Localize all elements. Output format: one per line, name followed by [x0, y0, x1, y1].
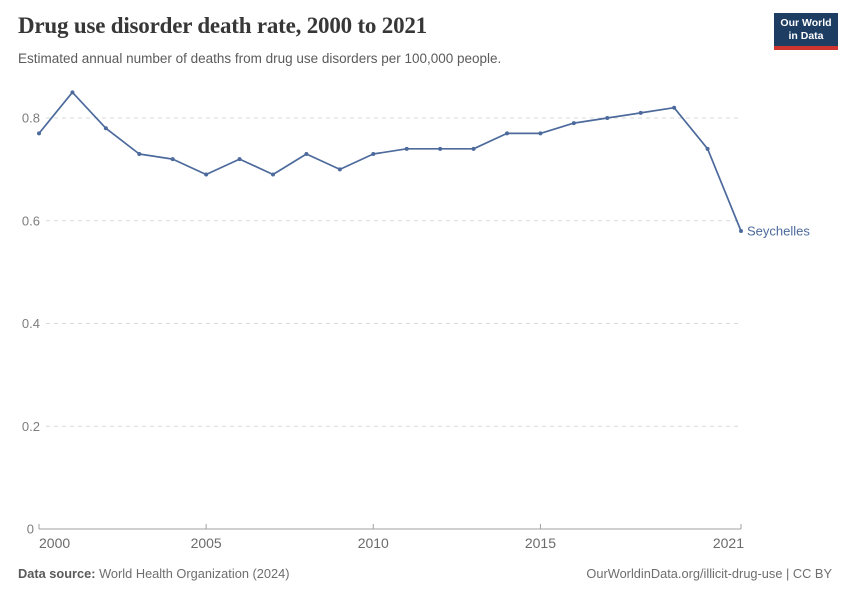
data-point[interactable] — [271, 172, 275, 177]
data-point[interactable] — [571, 121, 576, 126]
data-source-text: World Health Organization (2024) — [95, 566, 290, 581]
y-tick-label: 0 — [27, 522, 34, 537]
chart-subtitle: Estimated annual number of deaths from d… — [18, 51, 502, 66]
y-tick-label: 0.2 — [22, 419, 40, 434]
chart-footer: Data source: World Health Organization (… — [18, 566, 832, 581]
y-tick-label: 0.6 — [22, 213, 40, 228]
data-point[interactable] — [705, 146, 710, 151]
page-title: Drug use disorder death rate, 2000 to 20… — [18, 13, 427, 38]
data-point[interactable] — [638, 110, 643, 115]
data-point[interactable] — [404, 146, 409, 151]
series-line[interactable] — [38, 91, 742, 232]
owid-logo-line2: in Data — [788, 29, 824, 42]
data-point[interactable] — [70, 90, 75, 95]
data-point[interactable] — [137, 151, 142, 156]
y-tick-label: 0.4 — [22, 316, 40, 331]
data-point[interactable] — [204, 172, 209, 177]
data-point[interactable] — [37, 131, 41, 136]
x-tick-label: 2000 — [39, 535, 70, 551]
data-point[interactable] — [103, 126, 108, 131]
credit-line: OurWorldinData.org/illicit-drug-use | CC… — [586, 566, 832, 581]
data-source-label: Data source: — [18, 566, 96, 581]
y-tick-label: 0.8 — [22, 111, 40, 126]
data-point[interactable] — [371, 151, 376, 156]
data-point[interactable] — [505, 131, 509, 136]
data-point[interactable] — [237, 157, 242, 162]
owid-logo-line1: Our World — [780, 17, 832, 29]
x-tick-label: 2015 — [525, 535, 556, 551]
x-tick-label: 2010 — [358, 535, 389, 551]
data-point[interactable] — [304, 151, 309, 156]
data-point[interactable] — [471, 146, 476, 151]
data-point[interactable] — [739, 229, 743, 234]
series-end-label: Seychelles — [747, 224, 810, 239]
data-point[interactable] — [605, 116, 610, 120]
x-tick-label: 2005 — [191, 535, 222, 551]
data-point[interactable] — [337, 167, 342, 172]
data-source: Data source: World Health Organization (… — [18, 566, 289, 581]
data-point[interactable] — [438, 146, 443, 151]
x-tick-label: 2021 — [713, 535, 744, 551]
data-point[interactable] — [538, 131, 543, 136]
data-point[interactable] — [672, 105, 677, 110]
data-point[interactable] — [170, 157, 175, 162]
owid-logo: Our World in Data — [774, 13, 838, 50]
chart-svg[interactable]: 0 0.2 0.4 0.6 0.8 2000 2005 2010 2015 2021 Seychel… — [0, 80, 850, 560]
